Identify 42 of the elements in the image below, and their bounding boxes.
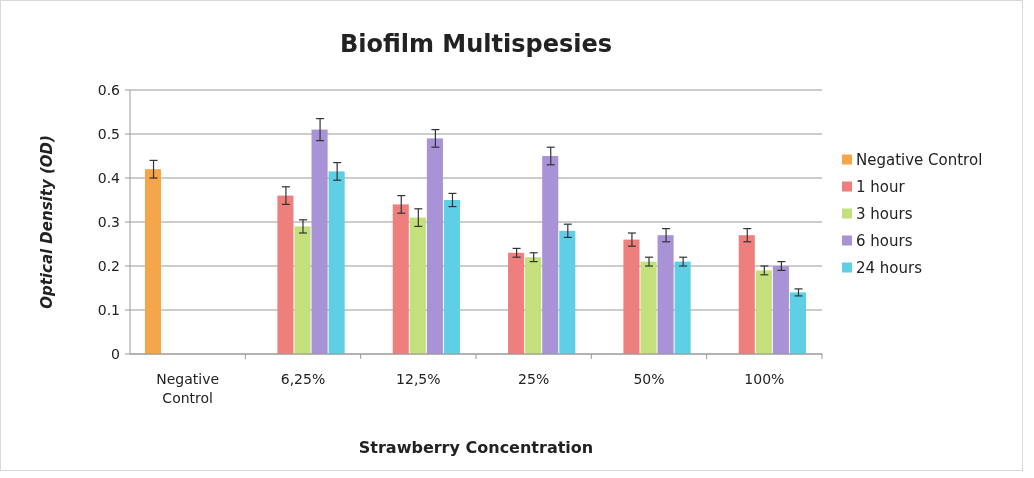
y-tick-label: 0.2 — [97, 257, 120, 274]
bar — [623, 239, 640, 354]
legend-label: 24 hours — [856, 258, 923, 277]
legend-label: 6 hours — [856, 231, 913, 250]
x-tick-label: Negative Control — [156, 371, 220, 406]
bar — [443, 200, 461, 354]
bar — [426, 138, 443, 354]
x-tick-label: 100% — [744, 371, 785, 387]
x-tick-label: 50% — [633, 371, 665, 387]
y-tick-label: 0.6 — [97, 81, 121, 98]
bar — [328, 171, 345, 354]
legend-label: Negative Control — [856, 150, 983, 169]
y-tick-label: 0 — [111, 345, 120, 362]
x-tick-label: 6,25% — [280, 371, 326, 387]
x-tick-label: 12,5% — [396, 371, 441, 387]
y-axis-title: Optical Density (OD) — [38, 135, 56, 309]
bar — [311, 129, 328, 354]
y-tick-label: 0.4 — [97, 169, 121, 186]
bar — [144, 169, 162, 354]
bar — [508, 252, 525, 354]
legend-label: 3 hours — [856, 204, 913, 223]
bar — [392, 204, 409, 354]
bar — [542, 156, 559, 354]
bar — [755, 270, 772, 354]
bar — [674, 261, 691, 354]
chart-title: Biofilm Multispesies — [339, 30, 613, 58]
y-tick-label: 0.5 — [97, 125, 120, 142]
legend-label: 1 hour — [856, 177, 906, 196]
bar — [409, 217, 426, 354]
bar — [277, 195, 294, 354]
bar — [738, 235, 755, 354]
bar — [294, 226, 311, 354]
bar — [657, 235, 674, 354]
bar — [525, 257, 542, 354]
bar — [559, 230, 576, 354]
bar — [789, 292, 807, 354]
y-tick-label: 0.3 — [97, 213, 120, 230]
x-axis-title: Strawberry Concentration — [358, 438, 594, 457]
bar — [640, 261, 657, 354]
y-tick-label: 0.1 — [97, 301, 120, 318]
bar — [772, 266, 789, 354]
x-tick-label: 25% — [518, 371, 550, 387]
